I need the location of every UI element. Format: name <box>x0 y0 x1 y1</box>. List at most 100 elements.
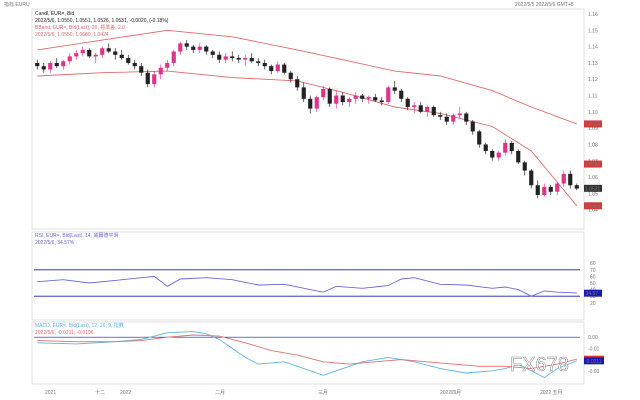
candle <box>425 105 430 117</box>
candle-body <box>360 95 365 99</box>
candle-body <box>340 95 345 103</box>
candle-body <box>171 51 176 63</box>
candle <box>574 183 579 191</box>
price-tick-label: 1.11 <box>588 94 598 100</box>
candle-body <box>152 74 157 85</box>
candle-body <box>223 56 228 60</box>
macd-legend: MACD, EUR=, Bid(Last), 12, 26, 9, 指數2022… <box>35 322 124 336</box>
candle-body <box>165 62 170 68</box>
candle <box>360 93 365 103</box>
rsi-tag-box <box>584 289 602 297</box>
candle <box>152 71 157 88</box>
x-tick-label: 三月 <box>318 390 328 396</box>
price-tag-box <box>584 160 602 168</box>
candle-body <box>249 58 254 62</box>
candle <box>464 111 469 125</box>
candle-body <box>431 106 436 116</box>
candle-body <box>145 72 150 85</box>
rsi-tick-label: 70 <box>590 268 596 274</box>
candle <box>373 93 378 103</box>
candle <box>568 170 573 189</box>
candle-body <box>288 72 293 80</box>
candle <box>67 53 72 65</box>
candle <box>132 59 137 70</box>
rsi-tick-label: 50 <box>590 281 596 287</box>
candle-body <box>275 64 280 72</box>
rsi-legend-line: RSI, EUR=, Bid(Last), 14, 威爾德平滑 <box>35 232 119 239</box>
candle-body <box>561 173 566 184</box>
candle <box>178 41 183 55</box>
candle <box>295 75 300 91</box>
candle <box>457 106 462 119</box>
candle <box>314 95 319 112</box>
candle-body <box>535 185 540 196</box>
rsi-levels <box>34 269 580 297</box>
candle-body <box>496 152 501 158</box>
candle-body <box>87 49 92 57</box>
candle-body <box>516 150 521 163</box>
rsi-tick-label: 20 <box>590 301 596 307</box>
candle-body <box>470 121 475 132</box>
candle <box>191 44 196 54</box>
candle-body <box>269 66 274 72</box>
candle <box>106 43 111 54</box>
price-tick-label: 1.12 <box>588 77 598 83</box>
candle <box>282 62 287 75</box>
header-left: 指标 EURU <box>4 1 30 8</box>
candle-body <box>210 51 215 55</box>
candle <box>54 58 59 68</box>
price-tag-label: 1.0680 <box>585 162 601 168</box>
rsi-panel-frame <box>31 231 585 321</box>
candle-body <box>477 131 482 145</box>
candle-body <box>74 53 79 57</box>
candle <box>379 97 384 106</box>
candle-body <box>217 54 222 60</box>
candle <box>74 49 79 60</box>
candle <box>145 69 150 88</box>
candle <box>119 49 124 60</box>
candle <box>204 44 209 55</box>
candle <box>438 111 443 120</box>
candle <box>48 61 53 73</box>
price-tag-box <box>584 120 602 128</box>
candle-body <box>178 43 183 52</box>
price-legend-line: BBand, EUR=, Bid(Last), 20, 標準差, 2.0 <box>35 24 125 31</box>
macd-tag-label: -0.0211 <box>585 359 602 365</box>
candle <box>249 53 254 63</box>
candle <box>347 97 352 107</box>
macd-legend-line: MACD, EUR=, Bid(Last), 12, 26, 9, 指數 <box>35 322 124 329</box>
rsi-tag-label: 34.57 <box>586 291 599 297</box>
candle-body <box>386 87 391 103</box>
x-tick-label: 2022四月 <box>440 390 461 396</box>
candle-body <box>41 66 46 70</box>
candle <box>113 48 118 60</box>
macd-tick-label: -0.03 <box>588 369 600 375</box>
candle <box>197 43 202 54</box>
macd-line-signal <box>37 334 577 370</box>
price-legend-line: 2022/5/6, 1.0550, 1.0680, 1.0424 <box>35 32 109 38</box>
candle <box>275 61 280 73</box>
candle <box>386 85 391 104</box>
price-y-axis: 1.161.151.141.131.121.111.101.091.081.07… <box>588 12 598 214</box>
candle <box>80 46 85 57</box>
candle-body <box>373 97 378 101</box>
candle <box>165 59 170 72</box>
macd-legend-line: 2022/5/6, -0.0211, -0.0196 <box>35 330 94 336</box>
candle <box>561 170 566 187</box>
candle <box>243 54 248 67</box>
candle-body <box>542 186 547 196</box>
candle <box>223 53 228 63</box>
candle-body <box>262 62 267 67</box>
candle-body <box>184 43 189 47</box>
candle <box>405 97 410 111</box>
price-tags: 1.0531 1.0926 1.0680 1.0424 <box>584 120 602 210</box>
candle-body <box>67 56 72 62</box>
candle-body <box>80 49 85 54</box>
candle-body <box>379 100 384 103</box>
candle-body <box>444 116 449 122</box>
candle-body <box>405 98 410 107</box>
candle-body <box>236 58 241 60</box>
candle <box>555 181 560 196</box>
candle <box>516 149 521 165</box>
